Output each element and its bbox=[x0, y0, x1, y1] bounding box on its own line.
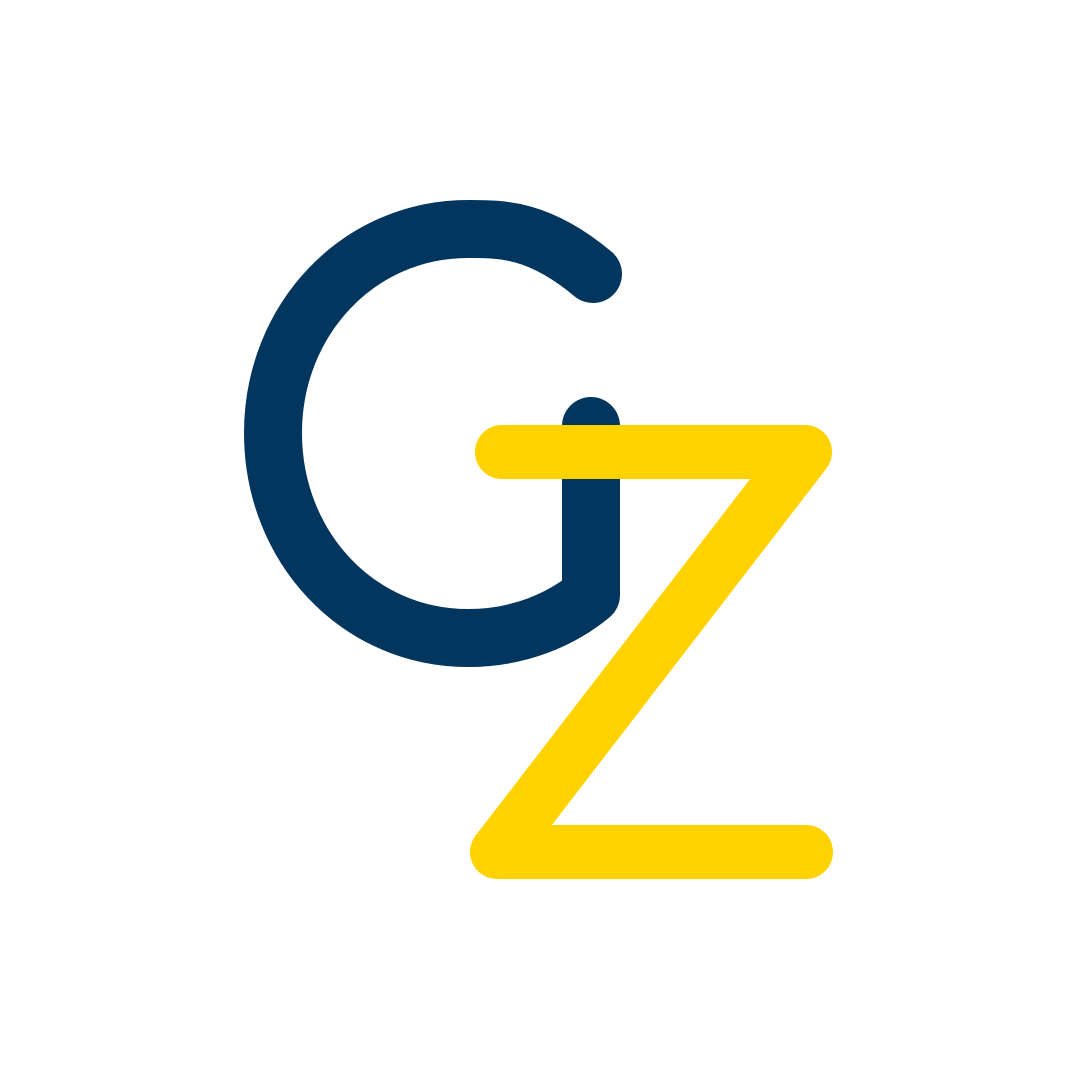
letter-g-mark bbox=[244, 199, 622, 667]
letter-z-stroke bbox=[470, 425, 833, 879]
letter-g-arc bbox=[244, 199, 622, 667]
letter-z-mark bbox=[470, 425, 833, 879]
